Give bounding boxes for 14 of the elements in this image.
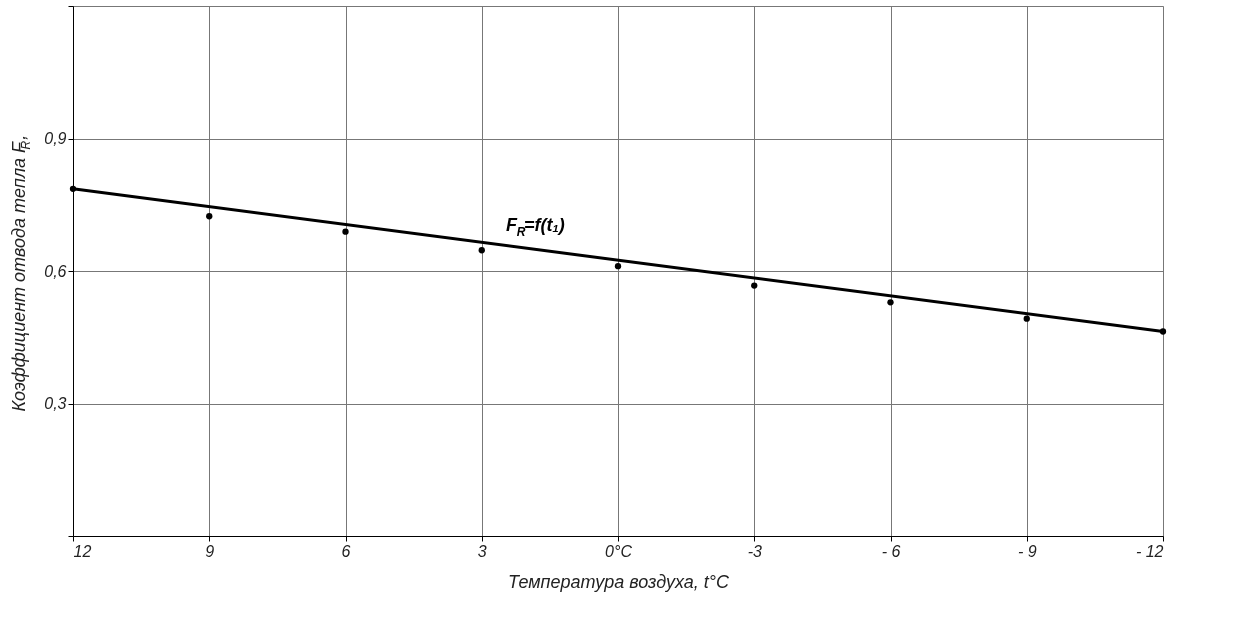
- x-tick-label: 9: [205, 542, 215, 560]
- x-tick-label: 6: [341, 542, 351, 560]
- x-tick-label: 3: [477, 542, 487, 560]
- x-tick-label: - 9: [1017, 542, 1037, 560]
- x-tick-label: 12: [73, 542, 92, 560]
- x-tick-label: 0°C: [605, 542, 633, 560]
- x-axis-title: Температура воздуха, t°C: [508, 571, 730, 592]
- y-axis-title: Коэффициент отвода тепла FR,: [9, 134, 33, 412]
- x-tick-label: - 12: [1135, 542, 1164, 560]
- x-tick-label: -3: [747, 542, 762, 560]
- y-tick-label: 0,3: [44, 395, 67, 412]
- y-tick-label: 0,6: [44, 262, 67, 280]
- x-tick-label: - 6: [881, 542, 901, 560]
- y-tick-label: 0,9: [44, 130, 67, 147]
